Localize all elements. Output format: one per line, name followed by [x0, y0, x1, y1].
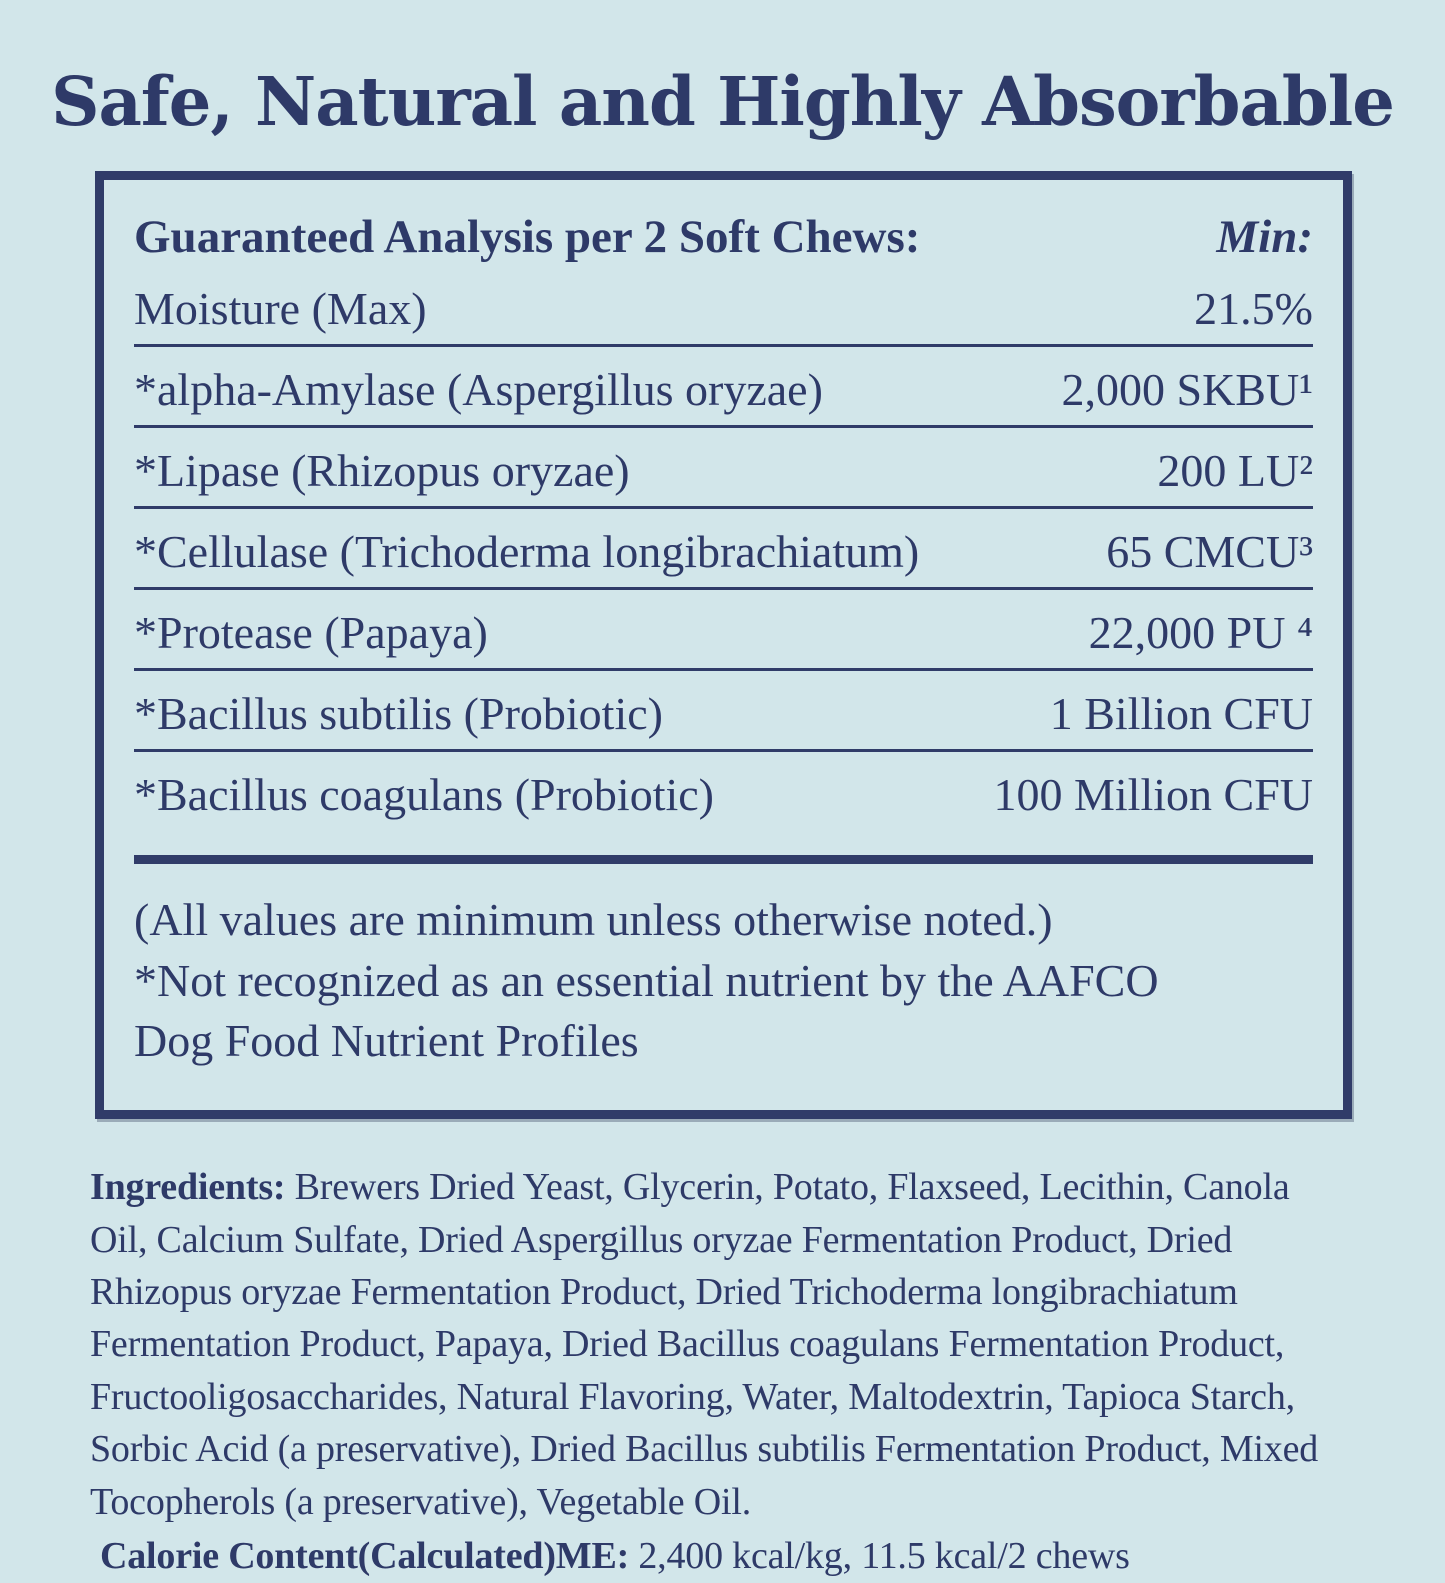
nutrient-value: 2,000 SKBU¹	[1061, 364, 1314, 415]
analysis-row: *Bacillus subtilis (Probiotic) 1 Billion…	[134, 671, 1313, 752]
nutrient-value: 65 CMCU³	[1106, 526, 1313, 577]
note-minimum-values: (All values are minimum unless otherwise…	[134, 894, 1053, 945]
nutrient-name: *Cellulase (Trichoderma longibrachiatum)	[134, 526, 920, 577]
analysis-row: Moisture (Max) 21.5%	[134, 266, 1313, 347]
nutrient-name: *Bacillus coagulans (Probiotic)	[134, 769, 714, 820]
analysis-row: *alpha-Amylase (Aspergillus oryzae) 2,00…	[134, 347, 1313, 428]
nutrient-value: 200 LU²	[1157, 445, 1313, 496]
ingredients-text: Brewers Dried Yeast, Glycerin, Potato, F…	[90, 1166, 1319, 1523]
nutrient-name: *Protease (Papaya)	[134, 607, 488, 658]
analysis-header-label: Guaranteed Analysis per 2 Soft Chews:	[134, 211, 921, 263]
note-aafco: *Not recognized as an essential nutrient…	[134, 954, 1159, 1067]
nutrient-name: *Bacillus subtilis (Probiotic)	[134, 688, 663, 739]
analysis-row: *Cellulase (Trichoderma longibrachiatum)…	[134, 509, 1313, 590]
analysis-row: *Lipase (Rhizopus oryzae) 200 LU²	[134, 428, 1313, 509]
ingredients-paragraph: Ingredients: Brewers Dried Yeast, Glycer…	[90, 1161, 1353, 1528]
nutrient-name: *Lipase (Rhizopus oryzae)	[134, 445, 630, 496]
page-title: Safe, Natural and Highly Absorbable	[51, 62, 1395, 141]
nutrient-value: 21.5%	[1194, 283, 1313, 334]
min-column-label: Min:	[1216, 211, 1313, 263]
nutrient-name: Moisture (Max)	[134, 283, 427, 334]
calorie-content-line: Calorie Content(Calculated)ME: 2,400 kca…	[90, 1530, 1353, 1582]
calorie-content-value: 2,400 kcal/kg, 11.5 kcal/2 chews	[629, 1535, 1130, 1578]
nutrient-value: 1 Billion CFU	[1049, 688, 1313, 739]
analysis-row: *Bacillus coagulans (Probiotic) 100 Mill…	[134, 752, 1313, 841]
ingredients-label: Ingredients:	[90, 1166, 286, 1209]
calorie-content-label: Calorie Content(Calculated)ME:	[100, 1535, 630, 1578]
analysis-rows: Moisture (Max) 21.5% *alpha-Amylase (Asp…	[134, 266, 1313, 841]
nutrient-value: 22,000 PU ⁴	[1088, 607, 1313, 658]
table-bottom-rule	[134, 855, 1313, 864]
nutrient-name: *alpha-Amylase (Aspergillus oryzae)	[134, 364, 823, 415]
guaranteed-analysis-box: Guaranteed Analysis per 2 Soft Chews: Mi…	[95, 171, 1352, 1120]
nutrient-value: 100 Million CFU	[993, 769, 1313, 820]
analysis-row: *Protease (Papaya) 22,000 PU ⁴	[134, 590, 1313, 671]
analysis-notes: (All values are minimum unless otherwise…	[134, 890, 1313, 1072]
analysis-header: Guaranteed Analysis per 2 Soft Chews: Mi…	[134, 204, 1313, 266]
